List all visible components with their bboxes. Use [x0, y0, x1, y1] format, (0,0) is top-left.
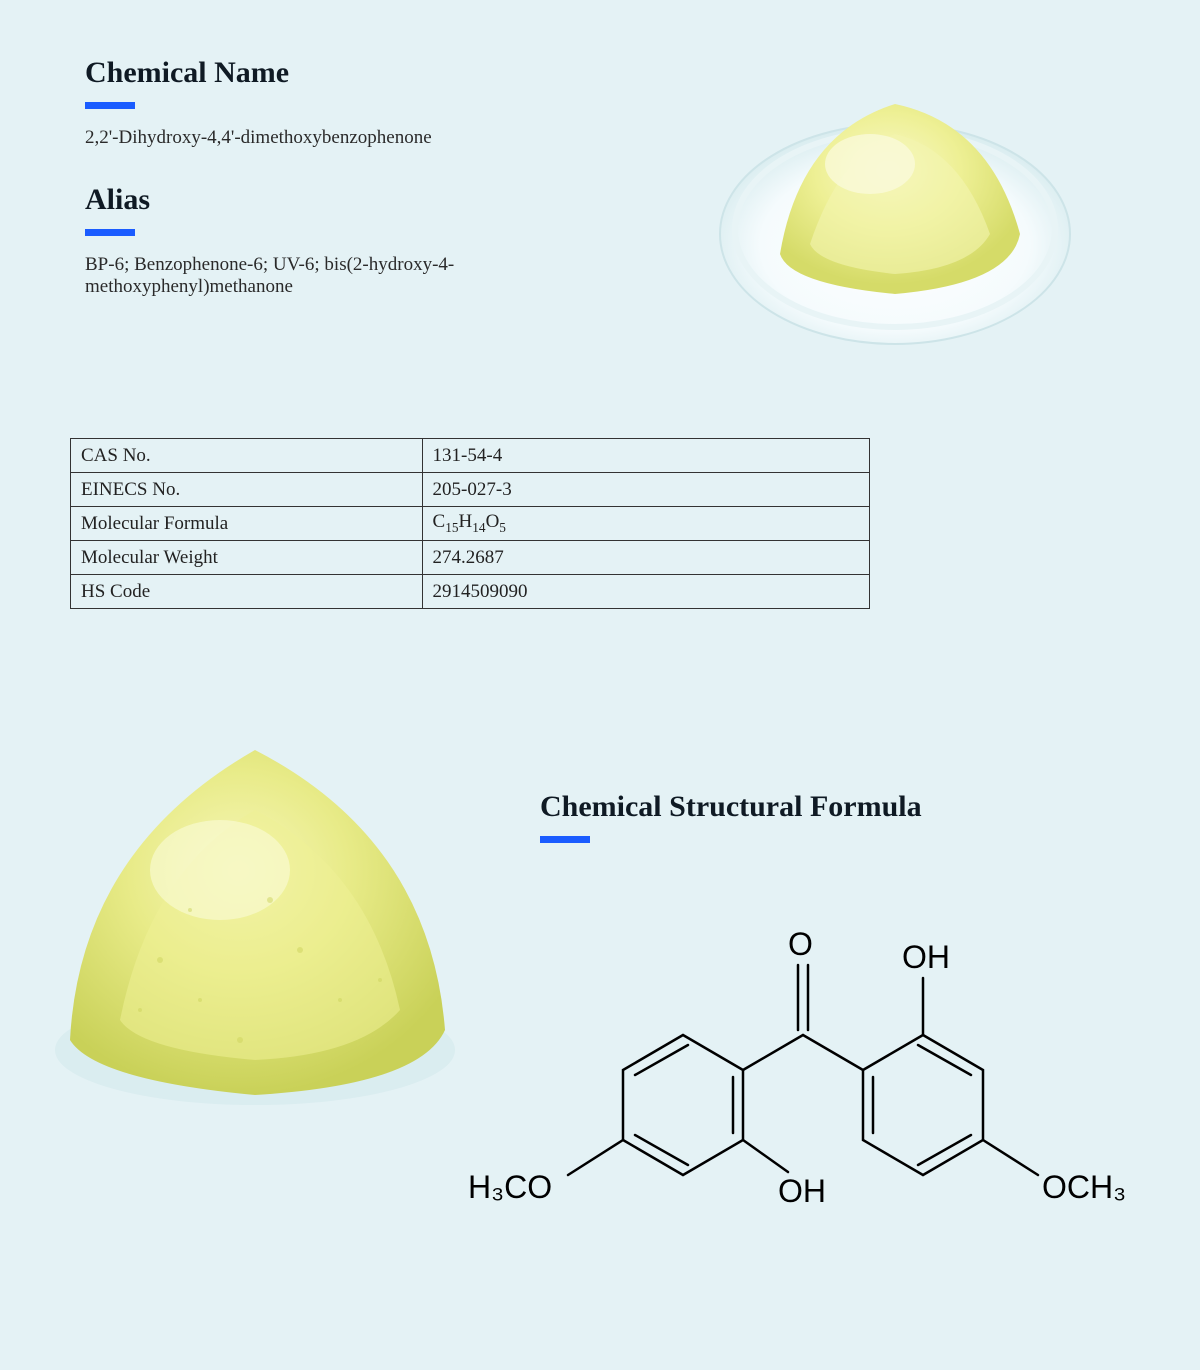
structural-formula-section: Chemical Structural Formula: [540, 790, 1140, 861]
underline-accent: [85, 229, 135, 236]
table-row: HS Code2914509090: [71, 575, 870, 609]
properties-table: CAS No.131-54-4EINECS No.205-027-3Molecu…: [70, 438, 870, 609]
oh-label-1: OH: [902, 939, 950, 975]
structural-formula-title: Chemical Structural Formula: [540, 790, 1140, 824]
table-row: Molecular FormulaC15H14O5: [71, 507, 870, 541]
powder-pile-image: [40, 700, 470, 1120]
carbonyl-o-label: O: [788, 926, 813, 962]
table-cell-label: EINECS No.: [71, 473, 423, 507]
table-cell-label: Molecular Formula: [71, 507, 423, 541]
alias-title: Alias: [85, 183, 605, 217]
table-row: EINECS No.205-027-3: [71, 473, 870, 507]
left-methoxy-label: H₃CO: [468, 1169, 552, 1205]
chemical-name-section: Chemical Name 2,2'-Dihydroxy-4,4'-dimeth…: [85, 56, 605, 298]
table-cell-label: HS Code: [71, 575, 423, 609]
table: CAS No.131-54-4EINECS No.205-027-3Molecu…: [70, 438, 870, 609]
table-row: Molecular Weight274.2687: [71, 541, 870, 575]
table-cell-value: 131-54-4: [422, 439, 869, 473]
oh-label-2: OH: [778, 1173, 826, 1209]
underline-accent: [85, 102, 135, 109]
alias-section: Alias BP-6; Benzophenone-6; UV-6; bis(2-…: [85, 183, 605, 298]
table-cell-value: C15H14O5: [422, 507, 869, 541]
table-cell-label: Molecular Weight: [71, 541, 423, 575]
alias-value: BP-6; Benzophenone-6; UV-6; bis(2-hydrox…: [85, 254, 605, 298]
table-cell-value: 2914509090: [422, 575, 869, 609]
table-cell-label: CAS No.: [71, 439, 423, 473]
chemical-name-value: 2,2'-Dihydroxy-4,4'-dimethoxybenzophenon…: [85, 127, 605, 149]
table-cell-value: 205-027-3: [422, 473, 869, 507]
powder-dish-image: [710, 34, 1080, 354]
molecule-structure: O OH OH H₃CO OCH₃: [460, 880, 1180, 1320]
table-row: CAS No.131-54-4: [71, 439, 870, 473]
underline-accent: [540, 836, 590, 843]
chemical-name-title: Chemical Name: [85, 56, 605, 90]
table-cell-value: 274.2687: [422, 541, 869, 575]
right-methoxy-label: OCH₃: [1042, 1169, 1126, 1205]
